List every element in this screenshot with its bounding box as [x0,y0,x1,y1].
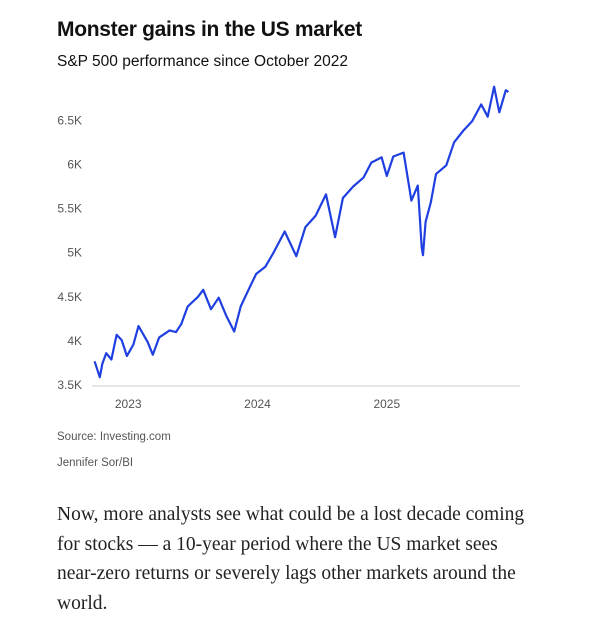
line [93,85,510,379]
x-tick-label: 2023 [115,397,142,411]
body-text: Now, more analysts see what could be a l… [57,504,525,614]
x-tick-label: 2025 [373,397,400,411]
chart: Source: Investing.com Jennifer Sor/BI 3.… [57,85,520,469]
y-tick-label: 4.5K [57,290,82,304]
y-tick-label: 3.5K [57,378,82,392]
y-tick-label: 5K [67,246,82,260]
chart-subtitle: S&P 500 performance since October 2022 [57,53,348,70]
source: Source: Investing.com [57,431,171,443]
y-tick-label: 6.5K [57,113,82,127]
x-tick-label: 2024 [244,397,271,411]
credit: Jennifer Sor/BI [57,457,133,469]
chart-title: Monster gains in the US market [57,18,362,41]
y-tick-label: 5.5K [57,202,82,216]
y-tick-label: 4K [67,334,82,348]
y-tick-label: 6K [67,157,82,171]
